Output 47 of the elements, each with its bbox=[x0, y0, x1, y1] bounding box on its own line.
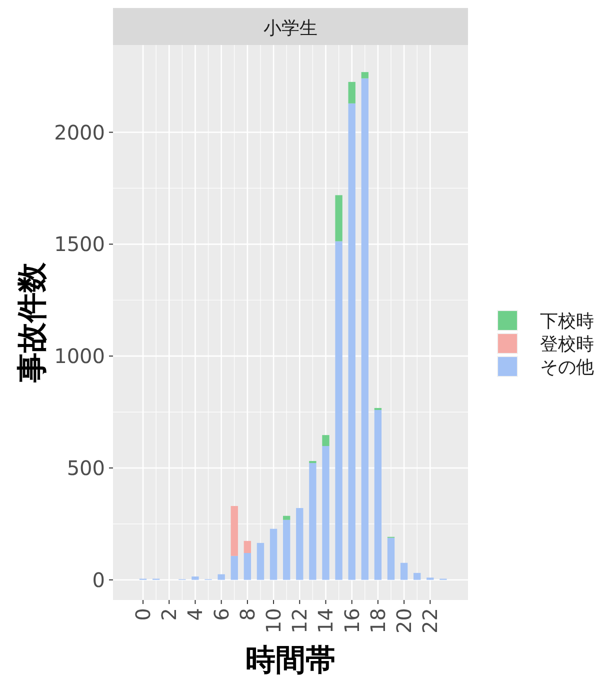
bar bbox=[296, 508, 304, 580]
x-tick-label: 22 bbox=[418, 608, 442, 634]
bar bbox=[414, 572, 421, 580]
x-tick-label: 14 bbox=[314, 608, 338, 634]
bar bbox=[309, 463, 316, 580]
x-axis-title: 時間帯 bbox=[246, 643, 336, 675]
bar bbox=[230, 506, 238, 556]
y-tick-label: 2000 bbox=[54, 120, 105, 144]
legend-label: 下校時 bbox=[540, 311, 594, 332]
bar bbox=[335, 241, 342, 580]
x-tick-label: 16 bbox=[340, 608, 364, 634]
bar bbox=[322, 435, 330, 446]
bar bbox=[256, 542, 264, 580]
bar bbox=[322, 446, 330, 580]
bar bbox=[361, 78, 368, 580]
x-tick-label: 2 bbox=[157, 608, 182, 621]
bar bbox=[387, 538, 395, 580]
x-tick-label: 10 bbox=[262, 608, 286, 634]
bar bbox=[270, 528, 278, 580]
chart-title: 小学生 bbox=[264, 18, 318, 39]
bar bbox=[218, 574, 225, 580]
bar bbox=[282, 520, 290, 580]
x-tick-label: 6 bbox=[209, 608, 234, 621]
y-tick-label: 1500 bbox=[54, 232, 105, 256]
bar bbox=[244, 553, 252, 580]
y-tick-label: 1000 bbox=[54, 344, 105, 368]
bar bbox=[282, 516, 290, 520]
x-tick-label: 20 bbox=[392, 608, 416, 634]
bar bbox=[230, 556, 238, 580]
y-axis-title: 事故件数 bbox=[15, 262, 50, 384]
x-tick-label: 12 bbox=[288, 608, 312, 634]
x-tick-label: 4 bbox=[183, 608, 208, 621]
y-tick-label: 500 bbox=[66, 456, 105, 480]
bar bbox=[192, 576, 199, 580]
bar bbox=[335, 195, 342, 242]
bar bbox=[348, 103, 356, 580]
legend-label: その他 bbox=[540, 357, 594, 378]
bar bbox=[400, 562, 408, 580]
bar bbox=[374, 410, 382, 580]
bar bbox=[244, 540, 252, 554]
x-tick-label: 18 bbox=[366, 608, 390, 634]
x-tick-label: 0 bbox=[131, 608, 156, 621]
bar bbox=[361, 72, 368, 78]
y-tick-label: 0 bbox=[92, 568, 105, 592]
legend-label: 登校時 bbox=[540, 334, 594, 355]
bar bbox=[348, 82, 356, 104]
x-tick-label: 8 bbox=[235, 608, 260, 621]
